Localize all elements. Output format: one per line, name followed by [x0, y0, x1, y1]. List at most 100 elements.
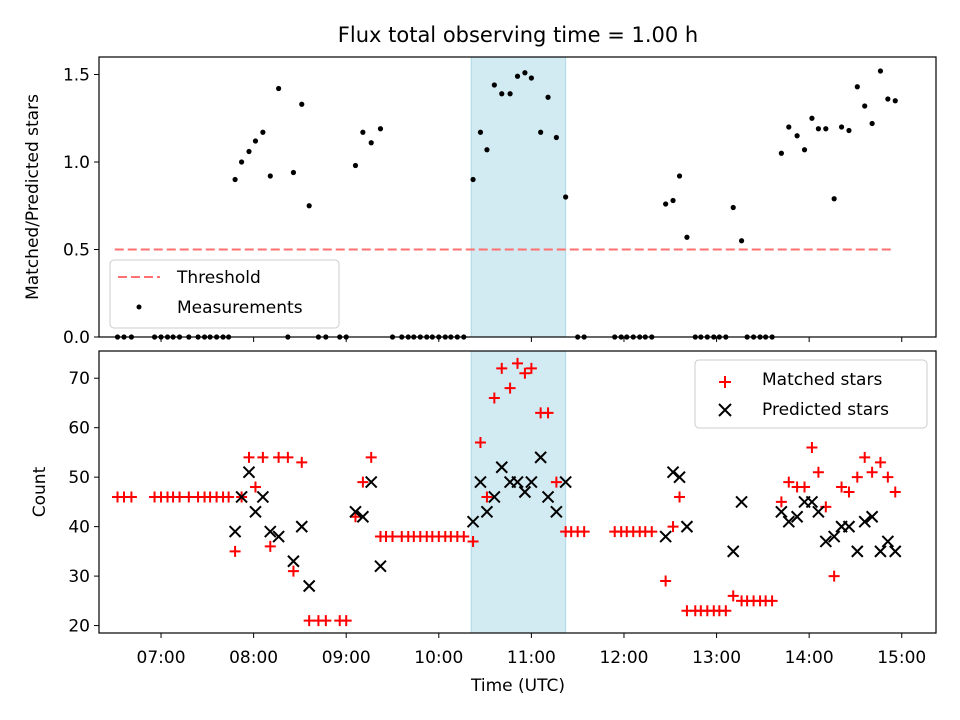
measurement-point: [877, 68, 884, 74]
predicted-star-point: [511, 475, 524, 489]
measurement-point: [238, 159, 245, 165]
matched-star-point: [467, 535, 479, 547]
matched-star-point: [542, 407, 554, 419]
matched-star-point: [882, 471, 894, 483]
measurement-point: [491, 82, 497, 88]
measurement-point: [545, 94, 551, 100]
predicted-star-point: [790, 510, 804, 523]
predicted-star-point: [356, 510, 370, 523]
matched-star-point: [296, 456, 308, 468]
matched-star-point: [843, 486, 855, 498]
predicted-star-point: [819, 535, 833, 548]
top-panel: 0.0 0.5 1.0 1.5 Matched/Predicted stars Thr…: [23, 56, 937, 348]
predicted-star-point: [256, 490, 270, 504]
measurement-point: [306, 203, 312, 209]
predicted-star-point: [264, 525, 277, 538]
measurement-point: [499, 91, 505, 97]
predicted-star-point: [889, 545, 902, 558]
matched-star-point: [766, 595, 778, 607]
measurement-point: [276, 85, 282, 92]
legend-predicted-label: Predicted stars: [762, 400, 889, 420]
x-tick-label: 10:00: [414, 648, 463, 668]
predicted-star-point: [495, 461, 508, 474]
matched-star-point: [458, 531, 470, 543]
measurement-point: [846, 127, 852, 134]
measurement-point: [794, 133, 800, 139]
predicted-star-point: [365, 475, 378, 489]
measurement-point: [252, 138, 259, 144]
matched-star-point: [859, 451, 871, 463]
measurement-point: [232, 176, 238, 183]
matched-star-point: [257, 451, 269, 463]
matched-star-point: [229, 545, 241, 557]
top-y-tick-label: 0.0: [63, 328, 90, 348]
matched-star-point: [512, 357, 523, 369]
predicted-star-point: [295, 520, 308, 533]
predicted-star-point: [673, 470, 686, 484]
predicted-star-point: [235, 490, 248, 504]
bottom-y-tick-label: 20: [68, 617, 90, 637]
matched-star-point: [660, 575, 672, 587]
measurement-point: [352, 162, 359, 169]
bottom-legend: Matched stars Predicted stars: [694, 359, 928, 429]
highlight-span: [470, 56, 567, 338]
matched-star-point: [183, 491, 195, 503]
highlight-span: [470, 350, 567, 634]
predicted-star-point: [805, 495, 819, 509]
predicted-star-point: [865, 510, 879, 523]
predicted-star-point: [480, 505, 494, 518]
x-tick-label: 12:00: [599, 648, 648, 668]
predicted-star-point: [302, 579, 316, 593]
matched-star-point: [720, 605, 732, 617]
matched-star-point: [578, 526, 590, 538]
matched-star-point: [874, 456, 886, 468]
bottom-axes-frame: [98, 350, 937, 634]
matched-star-point: [264, 540, 276, 552]
measurement-point: [290, 169, 297, 176]
x-tick-label: 07:00: [137, 648, 186, 668]
matched-star-point: [474, 437, 486, 449]
top-axes-frame: [98, 56, 937, 338]
measurement-point: [892, 98, 898, 104]
measurement-point: [299, 101, 305, 107]
matched-star-point: [519, 367, 531, 379]
predicted-star-point: [525, 475, 538, 489]
predicted-star-point: [680, 520, 694, 533]
predicted-star-point: [775, 505, 788, 518]
x-tick-label: 13:00: [692, 648, 741, 668]
matched-star-point: [287, 565, 299, 577]
matched-star-point: [866, 466, 878, 478]
matched-star-point: [282, 451, 294, 463]
predicted-star-point: [881, 535, 895, 548]
top-legend: Threshold Measurements: [109, 259, 340, 329]
x-tick-label: 08:00: [229, 648, 278, 668]
measurement-point: [823, 126, 829, 132]
matched-star-point: [550, 476, 562, 488]
predicted-star-point: [559, 475, 572, 489]
bottom-y-tick-label: 60: [68, 419, 90, 439]
matched-star-point: [249, 481, 261, 493]
top-y-tick-label: 0.5: [63, 241, 90, 261]
measurement-point: [676, 173, 683, 179]
bottom-y-tick-label: 50: [68, 468, 90, 488]
predicted-star-point: [851, 545, 864, 558]
matched-star-point: [357, 476, 369, 488]
measurement-point: [553, 134, 559, 141]
bottom-y-tick-label: 30: [68, 567, 90, 587]
top-y-axis-label: Matched/Predicted stars: [23, 94, 43, 300]
predicted-star-point: [541, 490, 555, 504]
matched-star-point: [674, 491, 686, 503]
matched-star-point: [303, 615, 315, 627]
measurement-point: [267, 173, 273, 179]
predicted-star-point: [874, 545, 887, 558]
predicted-star-point: [374, 560, 387, 573]
x-tick-label: 09:00: [322, 648, 371, 668]
measurement-point: [786, 124, 792, 130]
matched-star-point: [125, 491, 137, 503]
measurement-point: [484, 147, 490, 153]
predicted-star-point: [287, 555, 300, 568]
bottom-y-axis-label: Count: [30, 466, 50, 517]
predicted-star-point: [666, 466, 680, 479]
measurement-point: [663, 201, 669, 207]
matched-star-point: [273, 451, 285, 463]
